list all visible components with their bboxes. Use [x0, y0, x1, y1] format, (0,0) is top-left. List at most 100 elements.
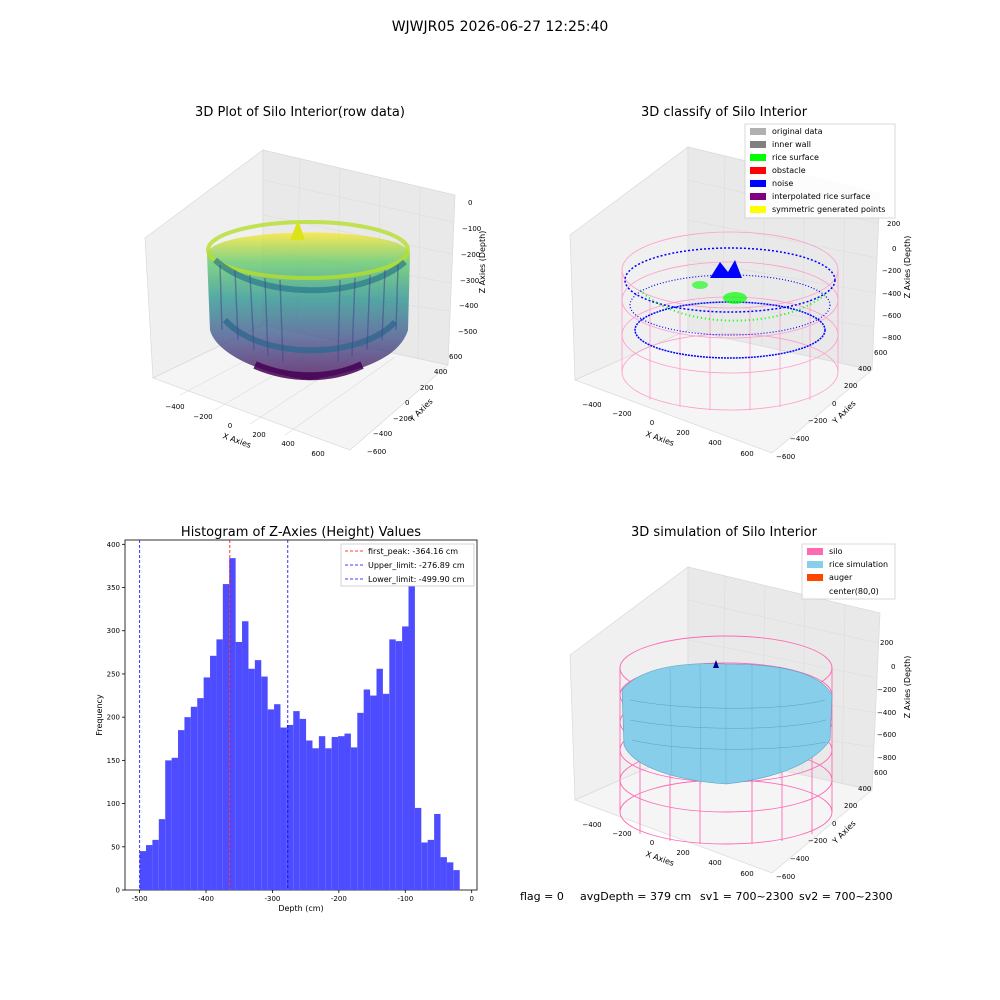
histogram-bar [363, 689, 371, 890]
legend-label: Lower_limit: -499.90 cm [368, 575, 465, 584]
raw-z-axis-label: Z Axies (Depth) [478, 231, 487, 294]
classify-plot-panel: 3D classify of Silo Interior [569, 105, 912, 461]
x-tick-label: 400 [708, 439, 721, 447]
simulation-z-ticks: 200 0 −200 −400 −600 −800 [877, 639, 896, 762]
x-tick-label: -400 [198, 895, 214, 903]
x-tick-label: 200 [676, 849, 689, 857]
raw-z-ticks: 0 −100 −200 −300 −400 −500 [458, 199, 481, 336]
histogram-bar [331, 737, 339, 890]
raw-y-ticks: −600 −400 −200 0 200 400 600 [367, 353, 462, 456]
y-tick-label: 400 [858, 785, 871, 793]
histogram-bar [306, 740, 313, 890]
legend-swatch [807, 561, 823, 568]
x-tick-label: 600 [740, 450, 753, 458]
raw-point-cloud [206, 220, 410, 381]
legend-swatch [750, 206, 766, 213]
z-tick-label: −500 [458, 328, 477, 336]
z-tick-label: −600 [882, 312, 901, 320]
legend-label: silo [829, 547, 843, 556]
y-tick-label: −600 [776, 873, 795, 881]
legend-swatch [807, 574, 823, 581]
histogram-bar [421, 842, 428, 890]
histogram-bar [171, 757, 179, 890]
y-tick-label: 600 [874, 349, 887, 357]
x-tick-label: 600 [311, 450, 324, 458]
y-tick-label: 0 [405, 399, 409, 407]
y-tick-label: 0 [116, 887, 120, 895]
figure-title: WJWJR05 2026-06-27 12:25:40 [392, 19, 609, 35]
histogram-x-ticks: -500 -400 -300 -200 -100 0 [132, 890, 474, 903]
legend-swatch [807, 548, 823, 555]
y-tick-label: 50 [111, 843, 120, 851]
legend-label: interpolated rice surface [772, 192, 870, 201]
histogram-bar [414, 807, 422, 890]
z-tick-label: −300 [460, 277, 479, 285]
legend-label: obstacle [772, 166, 806, 175]
legend-label: symmetric generated points [772, 205, 885, 214]
z-tick-label: −400 [877, 709, 896, 717]
y-tick-label: 200 [107, 714, 120, 722]
legend-swatch [750, 154, 766, 161]
y-tick-label: 0 [832, 400, 836, 408]
y-tick-label: 200 [844, 802, 857, 810]
y-tick-label: 200 [420, 384, 433, 392]
histogram-bar [318, 736, 326, 890]
histogram-bar [178, 730, 185, 890]
legend-label: original data [772, 127, 823, 136]
y-tick-label: 600 [449, 353, 462, 361]
histogram-bar [338, 736, 345, 890]
status-footer: flag = 0 avgDepth = 379 cm sv1 = 700~230… [520, 890, 893, 903]
classify-x-ticks: −400 −200 0 200 400 600 [582, 401, 753, 458]
classified-points [624, 247, 836, 359]
legend-label: inner wall [772, 140, 811, 149]
x-tick-label: −400 [582, 821, 601, 829]
silo-wireframe [621, 231, 839, 411]
histogram-title: Histogram of Z-Axies (Height) Values [181, 525, 421, 540]
y-tick-label: 0 [832, 820, 836, 828]
histogram-bar [242, 621, 249, 890]
y-tick-label: 100 [107, 800, 120, 808]
histogram-bar [248, 668, 255, 890]
raw-plot-title: 3D Plot of Silo Interior(row data) [195, 105, 405, 120]
sv2-readout: sv2 = 700~2300 [799, 890, 893, 903]
histogram-bar [344, 733, 351, 890]
simulation-x-ticks: −400 −200 0 200 400 600 [582, 821, 753, 878]
z-tick-label: −400 [459, 302, 478, 310]
y-tick-label: −200 [808, 417, 827, 425]
simulation-z-axis-label: Z Axies (Depth) [903, 656, 912, 719]
x-tick-label: 400 [281, 440, 294, 448]
histogram-reference-lines [139, 540, 289, 890]
histogram-bar [274, 704, 281, 890]
histogram-bar [370, 695, 377, 890]
sv1-readout: sv1 = 700~2300 [700, 890, 794, 903]
auger-marker [713, 660, 719, 668]
histogram-bar [184, 717, 191, 890]
legend-label: auger [829, 573, 853, 582]
x-tick-label: −200 [193, 413, 212, 421]
simulation-legend: silo rice simulation auger center(80,0) [801, 543, 896, 600]
histogram-bar [286, 724, 294, 890]
legend-label: first_peak: -364.16 cm [368, 547, 458, 556]
histogram-bar [190, 706, 198, 890]
legend-swatch [750, 193, 766, 200]
x-tick-label: 400 [708, 859, 721, 867]
simulation-x-axis-label: X Axies [644, 849, 675, 868]
y-tick-label: 400 [858, 365, 871, 373]
y-tick-label: 150 [107, 757, 120, 765]
legend-label: rice surface [772, 153, 819, 162]
x-tick-label: -200 [331, 895, 347, 903]
x-tick-label: 600 [740, 870, 753, 878]
y-tick-label: 200 [844, 382, 857, 390]
z-tick-label: 200 [880, 639, 893, 647]
z-tick-label: −200 [877, 686, 896, 694]
histogram-y-ticks: 0 50 100 150 200 250 300 350 400 [107, 541, 125, 895]
histogram-bar [440, 857, 447, 890]
histogram-bar [453, 870, 460, 890]
legend-swatch [750, 167, 766, 174]
x-tick-label: 0 [650, 839, 654, 847]
histogram-bar [261, 676, 268, 890]
y-tick-label: 400 [434, 368, 447, 376]
histogram-bar [299, 718, 307, 890]
histogram-bar [216, 639, 223, 890]
x-tick-label: −200 [612, 410, 631, 418]
